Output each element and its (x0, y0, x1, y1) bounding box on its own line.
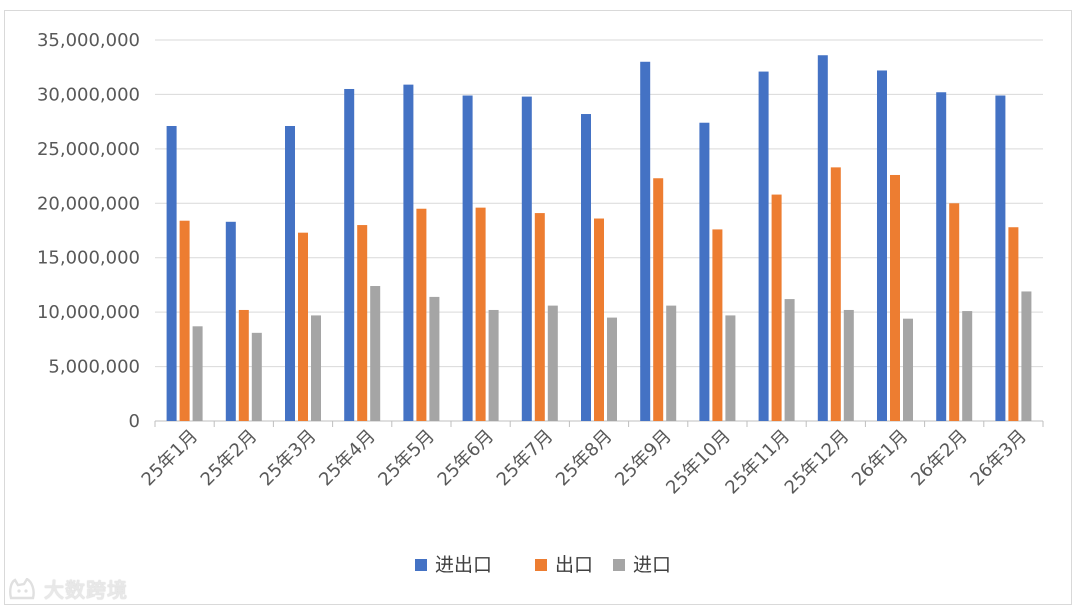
bar-2-3 (370, 286, 381, 421)
bar-1-13 (949, 203, 960, 421)
x-tick-label: 26年3月 (966, 426, 1031, 491)
bar-0-2 (285, 125, 295, 422)
bar-0-7 (581, 114, 591, 421)
y-tick-label: 0 (129, 411, 140, 432)
x-tick-label: 25年6月 (434, 426, 499, 491)
bar-2-7 (607, 317, 617, 421)
bar-0-4 (403, 84, 414, 421)
y-tick-label: 10,000,000 (37, 302, 140, 323)
bar-2-13 (962, 311, 973, 421)
x-tick-label: 26年2月 (907, 426, 972, 491)
legend-label-1: 出口 (555, 554, 593, 576)
x-tick-label: 25年1月 (138, 426, 203, 491)
bar-1-12 (890, 174, 900, 421)
cat-face-icon (9, 577, 35, 599)
x-tick-label: 25年12月 (781, 426, 854, 499)
bar-1-6 (534, 213, 545, 421)
legend-label-2: 进口 (633, 554, 671, 576)
y-tick-label: 25,000,000 (37, 139, 140, 160)
watermark-text: 大数跨境 (44, 578, 128, 602)
x-tick-label: 26年1月 (848, 426, 913, 491)
x-tick-label: 25年8月 (552, 426, 617, 491)
bar-2-12 (903, 318, 913, 421)
legend-swatch-0 (415, 559, 427, 571)
y-tick-label: 5,000,000 (48, 357, 140, 378)
bar-0-6 (521, 96, 532, 421)
bar-2-9 (725, 315, 736, 421)
bar-2-14 (1021, 291, 1032, 421)
bar-2-1 (251, 332, 262, 421)
watermark: 大数跨境 (8, 574, 128, 603)
bar-1-4 (416, 208, 427, 421)
bar-1-0 (179, 220, 190, 421)
bar-2-8 (666, 305, 677, 421)
bar-1-8 (653, 178, 664, 421)
bar-1-11 (830, 167, 841, 421)
bar-0-9 (699, 122, 710, 421)
bar-0-3 (344, 88, 355, 421)
bar-0-12 (877, 70, 887, 421)
bar-2-0 (192, 326, 203, 421)
bar-1-14 (1008, 227, 1019, 421)
bar-0-0 (166, 125, 177, 422)
bar-1-9 (712, 229, 723, 421)
x-tick-label: 25年4月 (315, 426, 380, 491)
y-tick-label: 35,000,000 (37, 30, 140, 51)
bar-2-10 (784, 299, 795, 421)
bar-0-5 (462, 95, 473, 421)
bar-0-14 (995, 95, 1006, 421)
legend-swatch-2 (613, 559, 625, 571)
bar-0-8 (640, 61, 651, 422)
x-tick-label: 25年5月 (374, 426, 439, 491)
y-tick-label: 20,000,000 (37, 193, 140, 214)
y-tick-label: 15,000,000 (37, 248, 140, 269)
x-tick-label: 25年2月 (197, 426, 262, 491)
bar-1-2 (298, 232, 308, 421)
bar-2-6 (547, 305, 558, 421)
legend-swatch-1 (535, 559, 547, 571)
bar-0-11 (817, 55, 828, 422)
bar-2-11 (843, 309, 854, 421)
bar-2-2 (311, 315, 321, 421)
bar-0-10 (758, 71, 769, 421)
bar-2-5 (488, 309, 499, 421)
x-tick-label: 25年3月 (256, 426, 321, 491)
bar-0-1 (225, 221, 236, 421)
legend-label-0: 进出口 (435, 554, 492, 576)
bar-1-5 (475, 207, 486, 421)
bar-1-10 (771, 194, 782, 421)
bar-2-4 (429, 296, 440, 421)
bar-1-7 (594, 218, 604, 421)
x-tick-label: 25年7月 (493, 426, 558, 491)
bar-1-1 (238, 309, 249, 421)
y-tick-label: 30,000,000 (37, 84, 140, 105)
bar-1-3 (357, 225, 368, 421)
bar-0-13 (936, 92, 947, 421)
